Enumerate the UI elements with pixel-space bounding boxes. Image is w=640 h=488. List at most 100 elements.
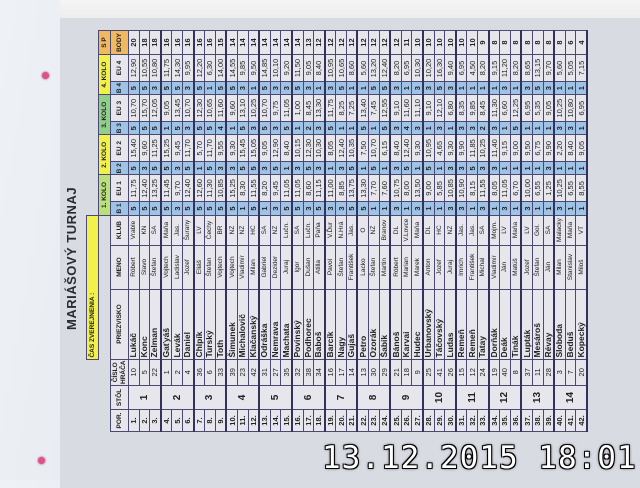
eu-cell: 8,20 <box>477 54 489 82</box>
eu-cell: 13,50 <box>411 174 424 202</box>
cislo-cell: 35 <box>280 359 292 386</box>
b-cell: 3 <box>543 161 555 175</box>
body-cell: 10 <box>423 30 435 55</box>
eu-cell: 10,35 <box>346 134 358 162</box>
column-header-name: PRIEZVISKO <box>110 289 129 360</box>
eu-cell: 11,40 <box>488 134 500 162</box>
b-cell: 1 <box>554 161 566 175</box>
eu-cell: 6,95 <box>521 94 533 122</box>
b-cell: 1 <box>477 81 489 95</box>
por-cell: 8. <box>204 409 216 432</box>
klub-cell: Jas. <box>466 215 478 246</box>
table-number-cell: 10 <box>423 385 456 410</box>
eu-cell: 9,45 <box>171 134 183 162</box>
b-cell: 5 <box>139 121 150 135</box>
name-cell: Sloboda <box>554 289 566 360</box>
b-cell: 3 <box>477 161 489 175</box>
klub-cell: BR <box>215 215 227 246</box>
b-cell: 5 <box>204 201 216 216</box>
b-cell: 1 <box>346 121 358 135</box>
b-cell: 3 <box>543 81 555 95</box>
eu-cell: 10,70 <box>182 94 194 122</box>
b-cell: 5 <box>226 81 238 95</box>
b-cell: 1 <box>444 121 456 135</box>
eu-cell: 6,55 <box>565 174 576 202</box>
eu-cell: 8,60 <box>303 174 314 202</box>
name-cell: Šimunek <box>226 289 238 360</box>
b-cell: 5 <box>379 121 391 135</box>
cislo-cell: 21 <box>390 359 402 386</box>
meno-cell: Štefan <box>532 245 544 290</box>
eu-cell: 10,85 <box>444 174 456 202</box>
name-cell: Gujaš <box>346 289 358 360</box>
b-cell: 3 <box>423 81 435 95</box>
por-cell: 41. <box>565 409 576 432</box>
eu-cell: 14,55 <box>226 54 238 82</box>
eu-cell: 12,30 <box>303 134 314 162</box>
b-cell: 3 <box>455 121 467 135</box>
table-row: 11. 23 Michalovič Vladimír NZ 1 8,30 5 15,45 5 13,… <box>237 30 249 432</box>
klub-cell: Šurany <box>182 215 194 246</box>
b-cell: 5 <box>182 161 194 175</box>
table-row: 34. 12 19 Dorňák Vladimír Mojm. 1 8,05 3 11,40 3 11… <box>488 30 522 432</box>
round-4-header: 4. KOLO <box>98 54 111 95</box>
b-cell: 1 <box>248 81 260 95</box>
body-cell: 10 <box>444 30 456 55</box>
b-cell: 5 <box>248 161 260 175</box>
table-number-cell: 11 <box>455 385 489 410</box>
table-row: 19. 7 16 Barcík Pavol V.Ďur 3 11,00 1 8,05 5 11,75 3… <box>324 30 358 432</box>
eu-cell: 8,55 <box>575 174 587 202</box>
meno-cell: Jozef <box>182 245 194 290</box>
eu-cell: 8,45 <box>303 94 314 122</box>
eu-cell: 5,60 <box>554 54 566 82</box>
table-row: 35. 40 Deák Ján LV 3 11,05 1 9,15 1 6,60 3 11,20 8 <box>499 30 511 432</box>
b-cell: 5 <box>401 161 412 175</box>
eu-cell: 9,10 <box>423 94 435 122</box>
eu-cell: 11,20 <box>499 54 511 82</box>
eu-cell: 9,05 <box>303 54 314 82</box>
eu-cell: 9,00 <box>423 174 435 202</box>
body-cell: 12 <box>368 30 380 55</box>
b-cell: 3 <box>259 161 271 175</box>
eu-cell: 13,15 <box>532 54 544 82</box>
meno-cell: Milan <box>248 245 260 290</box>
b-cell: 5 <box>324 121 336 135</box>
klub-cell: NZ <box>270 215 281 246</box>
b-cell: 1 <box>346 81 358 95</box>
eu-cell: 10,65 <box>335 54 347 82</box>
b-cell: 4 <box>401 121 412 135</box>
por-cell: 25. <box>390 409 402 432</box>
klub-cell: HC <box>434 215 445 246</box>
b-cell: 5 <box>357 201 369 216</box>
klub-cell: Vrable <box>128 215 140 246</box>
table-row: 9. 33 Toth Vojtech BR 5 10,85 3 9,55 4 11,60 5 14,00… <box>215 30 227 432</box>
b-cell: 3 <box>303 201 314 216</box>
b-cell: 5 <box>423 161 435 175</box>
b-cell: 3 <box>270 81 281 95</box>
b-cell: 5 <box>313 201 325 216</box>
eu-cell: 6,15 <box>379 134 391 162</box>
table-row: 41. 7 Beduš Stanislav Maňa 1 6,55 1 8,40 3 10,80 1 5… <box>565 30 576 432</box>
name-cell: Chlpík <box>193 289 205 360</box>
column-header-cislo: ČÍSLO HRÁČA <box>110 359 129 386</box>
b-cell: 5 <box>149 161 161 175</box>
body-cell: 16 <box>204 30 216 55</box>
column-header-body: BODY <box>110 30 129 55</box>
eu-cell: 10,95 <box>423 134 435 162</box>
column-header-row: POR. STÔL ČÍSLO HRÁČA PRIEZVISKO MENO KLUB B 1… <box>110 30 129 432</box>
eu-cell: 8,40 <box>280 134 292 162</box>
table-number-cell: 1 <box>128 385 161 410</box>
cislo-cell: 40 <box>499 359 511 386</box>
eu-cell: 12,90 <box>128 54 140 82</box>
eu-cell: 11,55 <box>248 174 260 202</box>
body-cell: 14 <box>237 30 249 55</box>
table-row: 22. 8 13 Petro Lacko O 5 13,30 1 7,50 5 13,40 1 5,60 1… <box>357 30 391 432</box>
b-cell: 5 <box>149 201 161 216</box>
eu-cell: 10,25 <box>554 94 566 122</box>
name-cell: Nemrava <box>270 289 281 360</box>
eu-cell: 2,20 <box>554 134 566 162</box>
body-cell: 16 <box>160 30 172 55</box>
por-cell: 26. <box>401 409 412 432</box>
eu-cell: 9,90 <box>455 134 467 162</box>
eu-cell: 15,70 <box>139 94 150 122</box>
